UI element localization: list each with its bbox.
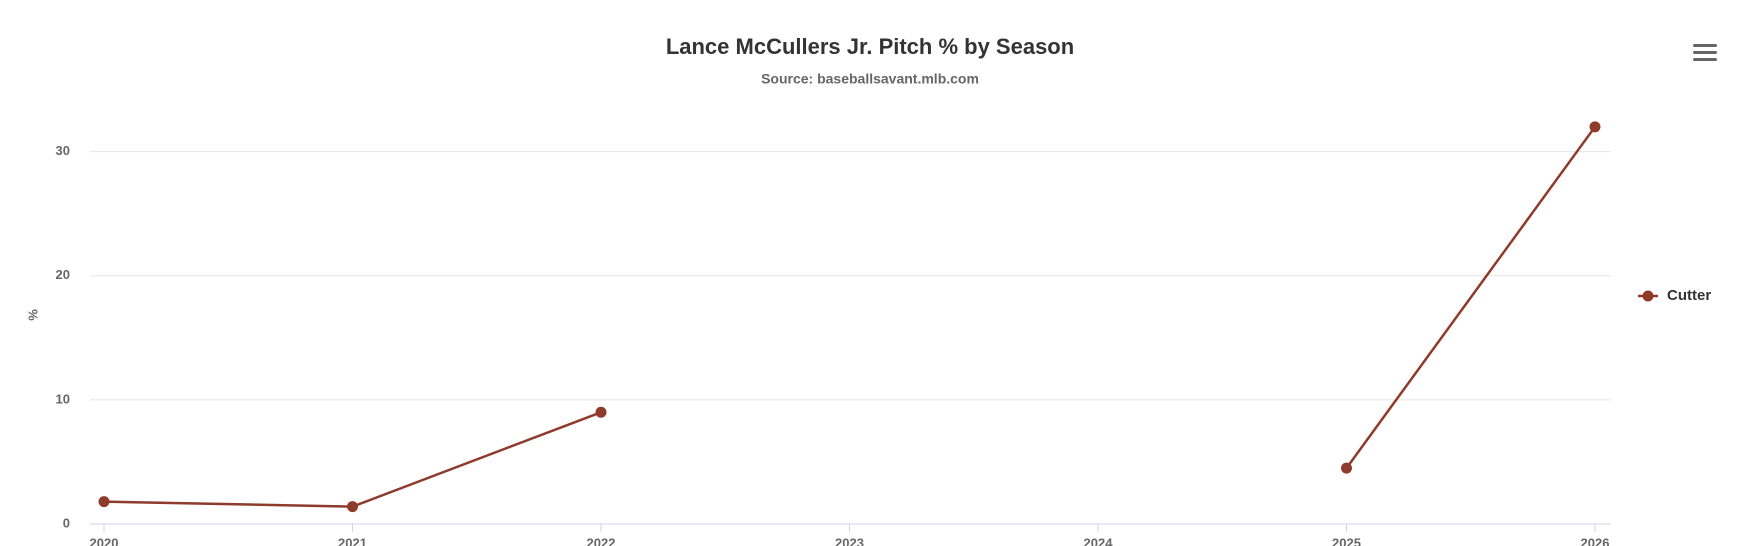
data-point — [98, 496, 110, 508]
menu-bar — [1693, 44, 1717, 47]
data-point — [595, 406, 607, 418]
x-tick-label: 2026 — [1581, 535, 1610, 546]
y-tick-label: 0 — [63, 515, 70, 530]
y-axis-label: % — [25, 309, 40, 321]
data-point — [347, 501, 358, 513]
menu-button[interactable] — [1693, 44, 1717, 61]
menu-bar — [1693, 58, 1717, 61]
data-point — [1341, 462, 1352, 474]
series-line — [103, 126, 1597, 508]
chart-subtitle: Source: baseballsavant.mlb.com — [761, 71, 979, 87]
y-tick-label: 10 — [56, 391, 70, 406]
legend-symbol — [1642, 290, 1654, 302]
x-tick-label: 2024 — [1084, 535, 1114, 546]
x-tick-label: 2021 — [338, 535, 367, 546]
y-tick-label: 20 — [56, 267, 70, 282]
legend-label: Cutter — [1667, 287, 1711, 304]
x-tick-label: 2022 — [587, 535, 616, 546]
data-point — [1589, 121, 1601, 133]
chart-title: Lance McCullers Jr. Pitch % by Season — [666, 34, 1074, 59]
x-tick-label: 2025 — [1332, 535, 1361, 546]
x-tick-label: 2023 — [835, 535, 864, 546]
x-tick-label: 2020 — [90, 535, 119, 546]
y-tick-label: 30 — [56, 143, 70, 158]
menu-bar — [1693, 51, 1717, 54]
